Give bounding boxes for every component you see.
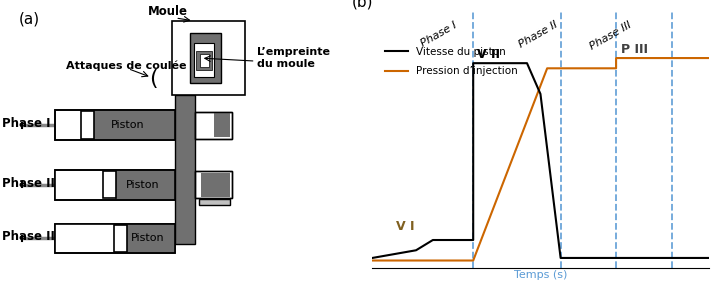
Bar [93, 111, 175, 139]
Text: Phase III: Phase III [2, 230, 59, 243]
Bar [190, 33, 221, 83]
Bar [195, 171, 232, 198]
Bar [103, 171, 116, 198]
Text: Piston: Piston [111, 120, 145, 130]
Bar [201, 173, 230, 197]
Bar [175, 95, 195, 244]
Bar [55, 224, 175, 253]
Bar [55, 170, 175, 200]
Text: (a): (a) [18, 12, 39, 27]
Bar [200, 54, 209, 67]
Legend: Vitesse du piston, Pression d’injection: Vitesse du piston, Pression d’injection [381, 43, 522, 80]
Text: du moule: du moule [257, 58, 315, 69]
Text: Attaques de coulée: Attaques de coulée [66, 60, 187, 71]
Text: Phase I: Phase I [2, 117, 51, 130]
Bar [55, 170, 175, 200]
Bar [195, 112, 232, 139]
Text: (: ( [149, 69, 158, 89]
Bar [195, 171, 232, 198]
Text: Piston: Piston [126, 180, 159, 190]
Text: L’empreinte: L’empreinte [257, 46, 330, 57]
Bar [115, 171, 175, 199]
X-axis label: Temps (s): Temps (s) [514, 270, 567, 280]
Bar [196, 51, 213, 70]
Text: (b): (b) [352, 0, 374, 9]
Text: Phase I: Phase I [419, 20, 459, 48]
Bar [194, 43, 214, 77]
Text: Phase II: Phase II [2, 177, 55, 190]
Bar [56, 224, 114, 252]
Text: Moule: Moule [148, 5, 188, 18]
Text: V I: V I [396, 220, 414, 233]
Bar [55, 110, 175, 140]
Bar [55, 224, 175, 253]
Bar [213, 113, 230, 137]
Bar [171, 21, 244, 95]
Bar [114, 225, 127, 252]
Text: Phase III: Phase III [588, 20, 633, 52]
Bar [195, 112, 232, 139]
Bar [81, 111, 94, 139]
Bar [126, 224, 175, 252]
Text: Piston: Piston [131, 233, 165, 243]
Text: P III: P III [621, 43, 648, 56]
Bar [55, 110, 175, 140]
Bar [56, 171, 103, 199]
Text: Phase II: Phase II [517, 20, 560, 50]
Text: V II: V II [476, 48, 500, 61]
Bar [199, 199, 230, 205]
